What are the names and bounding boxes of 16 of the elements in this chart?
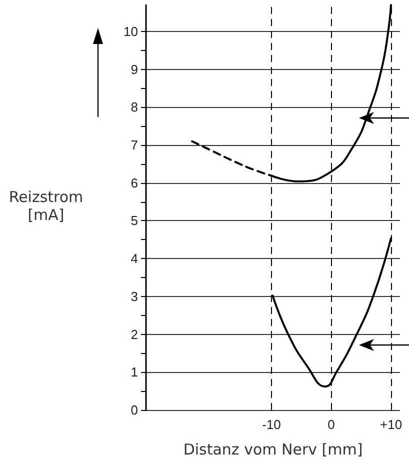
y-tick-label: 6 <box>130 175 138 190</box>
x-tick-label: -10 <box>262 417 281 432</box>
y-tick-label: 7 <box>130 138 138 153</box>
y-tick-label: 3 <box>130 288 138 304</box>
y-tick-label: 8 <box>130 100 138 115</box>
y-tick-label: 2 <box>130 326 138 342</box>
x-tick-label: 0 <box>328 417 335 432</box>
y-tick-label: 5 <box>130 213 138 228</box>
y-tick-label: 9 <box>130 62 138 77</box>
y-tick-label: 4 <box>130 251 138 266</box>
y-axis-title: Reizstrom [mA] <box>8 188 84 224</box>
y-tick-label: 10 <box>124 24 138 39</box>
x-axis-title: Distanz vom Nerv [mm] <box>183 440 363 458</box>
y-tick-label: 0 <box>130 402 138 418</box>
y-tick-label: 1 <box>130 364 138 380</box>
x-tick-label: +10 <box>380 417 402 432</box>
